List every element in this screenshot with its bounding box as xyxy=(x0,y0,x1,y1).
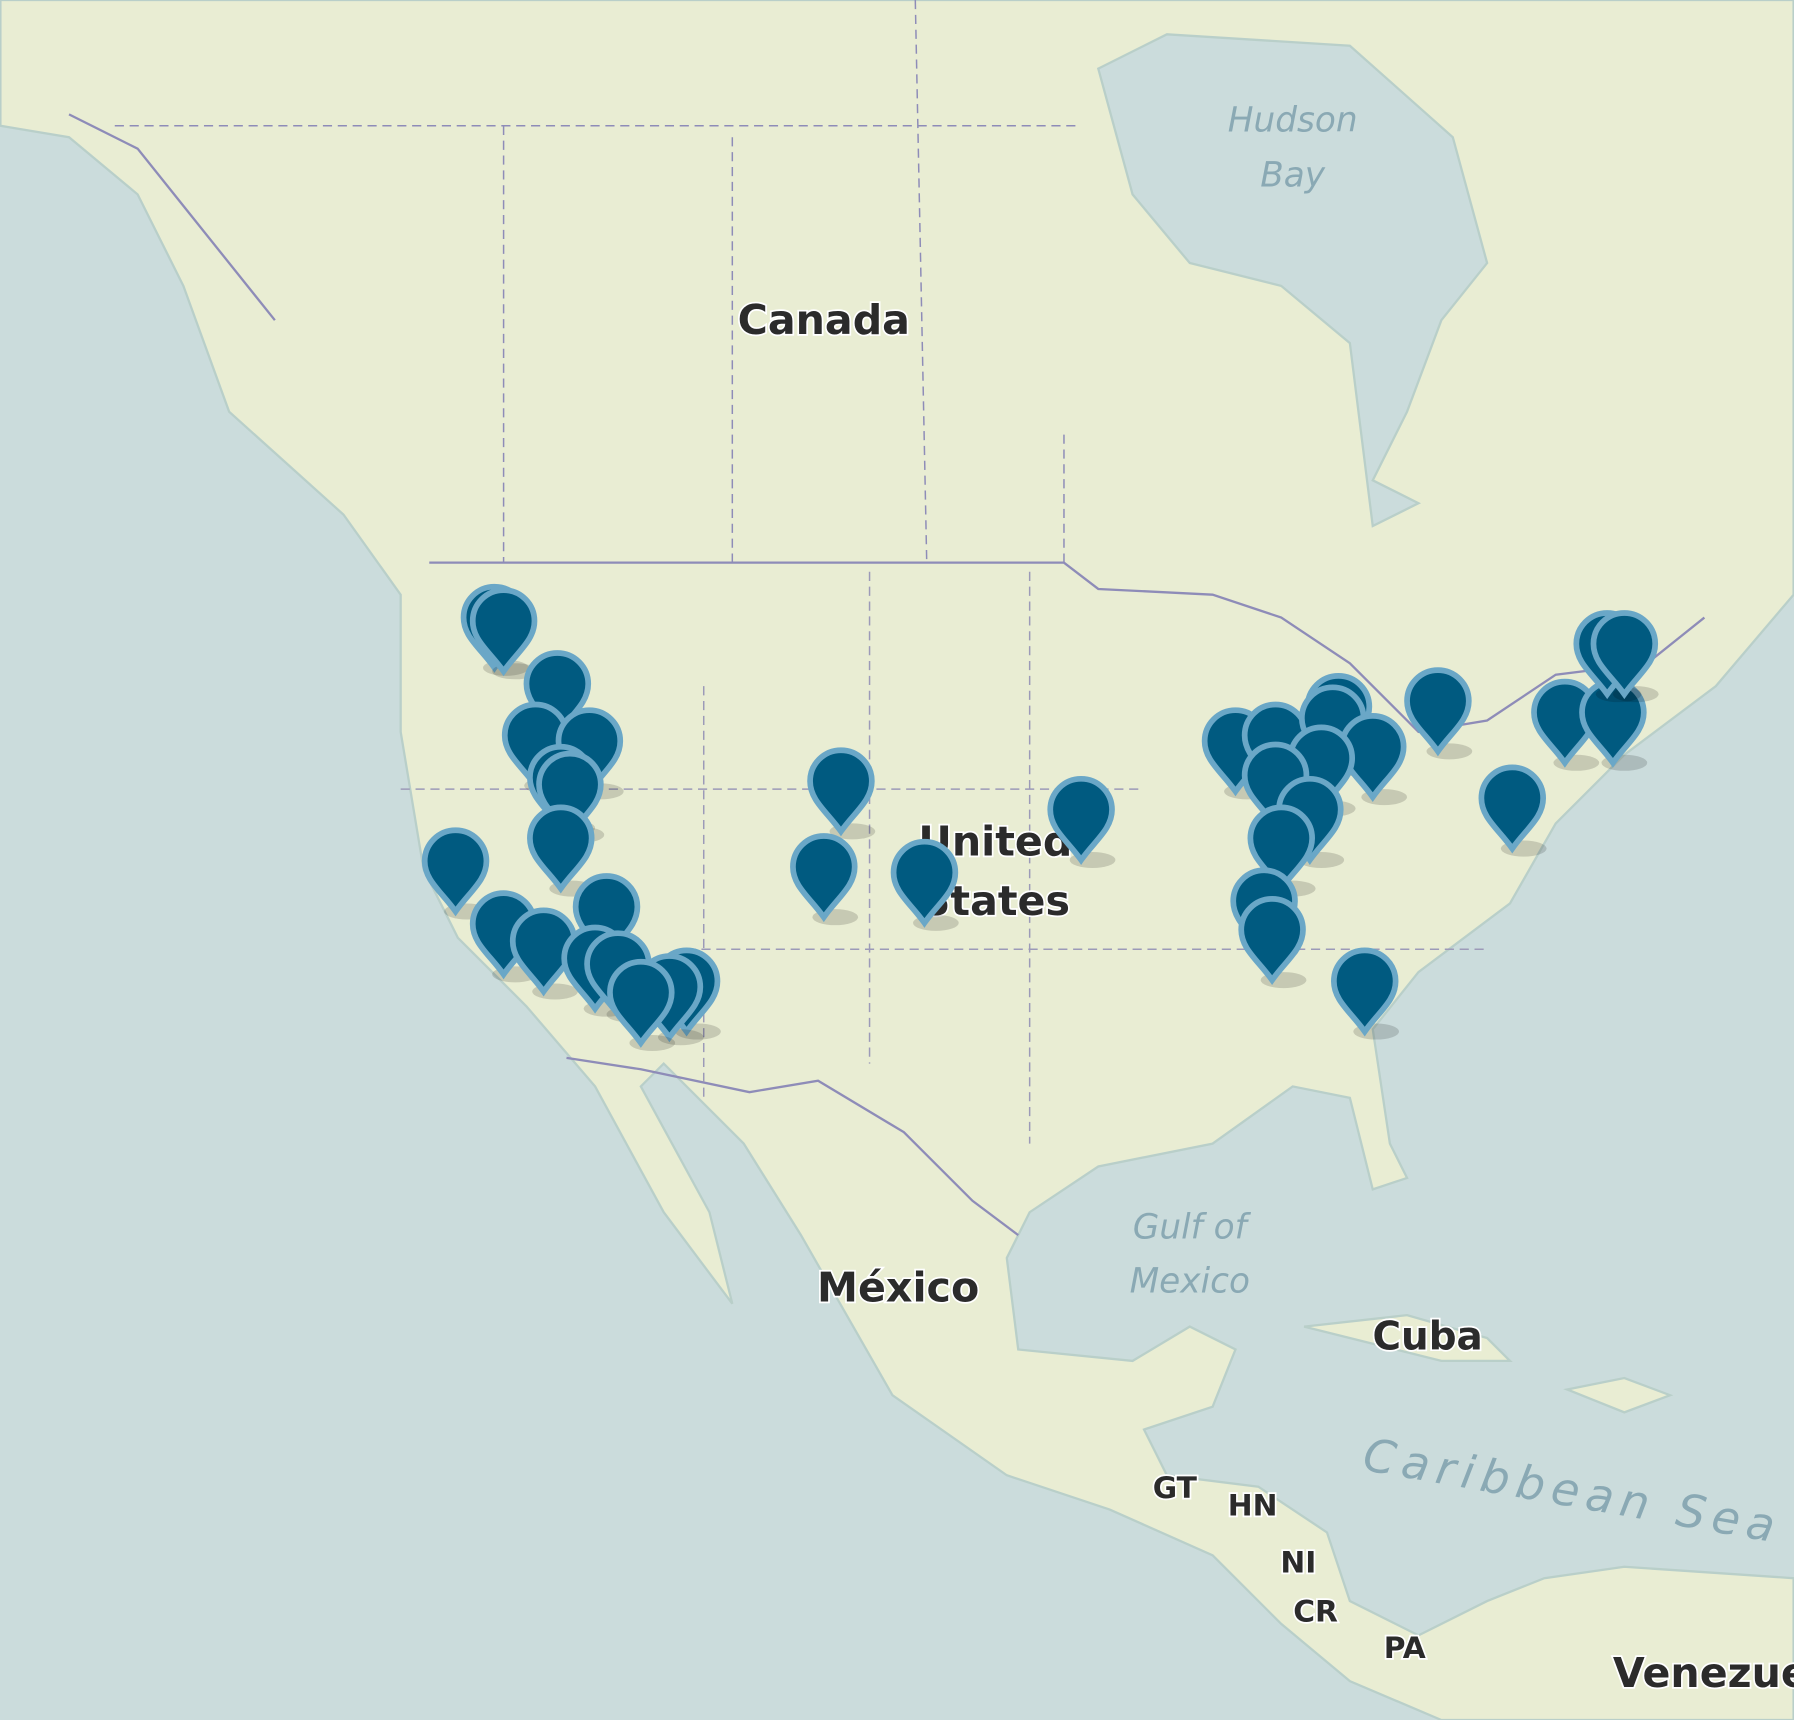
map-pin-icon[interactable] xyxy=(790,833,859,926)
alaska-border xyxy=(68,113,276,321)
venezuela-label: Venezue xyxy=(1613,1649,1794,1697)
mexico-label: México xyxy=(817,1263,979,1311)
map-pin-icon[interactable] xyxy=(1478,764,1547,857)
map-pin-icon[interactable] xyxy=(527,804,596,897)
map-pin-icon[interactable] xyxy=(1047,776,1116,869)
guatemala-label: GT xyxy=(1153,1471,1198,1506)
map-pin-icon[interactable] xyxy=(1331,947,1400,1040)
markers-layer xyxy=(421,583,1659,1051)
map-pin-icon[interactable] xyxy=(421,827,490,920)
country-labels: Canada United States México Cuba Venezue… xyxy=(736,294,1794,1698)
map-pin-icon[interactable] xyxy=(607,959,676,1051)
canada-label: Canada xyxy=(738,296,910,344)
map-pin-icon[interactable] xyxy=(807,747,876,840)
gulf-of-mexico-label: Gulf of xyxy=(1133,1208,1252,1248)
cuba-land xyxy=(1303,1313,1513,1363)
united-states-label: United xyxy=(918,817,1072,865)
panama-label: PA xyxy=(1384,1631,1426,1666)
cuba-label: Cuba xyxy=(1372,1314,1482,1359)
nicaragua-label: NI xyxy=(1280,1545,1316,1580)
gulf-of-mexico-label-2: Mexico xyxy=(1130,1261,1250,1301)
map-pin-icon[interactable] xyxy=(890,838,959,931)
borders xyxy=(68,0,1706,1237)
caribbean-sea-label: Caribbean Sea xyxy=(1359,1428,1785,1554)
hudson-bay xyxy=(1096,33,1489,528)
hudson-bay-label-2: Bay xyxy=(1260,155,1326,195)
us-mexico-border xyxy=(566,1056,1019,1237)
honduras-label: HN xyxy=(1228,1488,1278,1523)
hispaniola-land xyxy=(1563,1376,1674,1414)
map-pin-icon[interactable] xyxy=(1590,610,1659,703)
map-pin-icon[interactable] xyxy=(1238,896,1307,989)
hudson-bay-label: Hudson xyxy=(1228,101,1358,141)
map-pin-icon[interactable] xyxy=(1404,667,1473,760)
costa-rica-label: CR xyxy=(1293,1595,1338,1630)
